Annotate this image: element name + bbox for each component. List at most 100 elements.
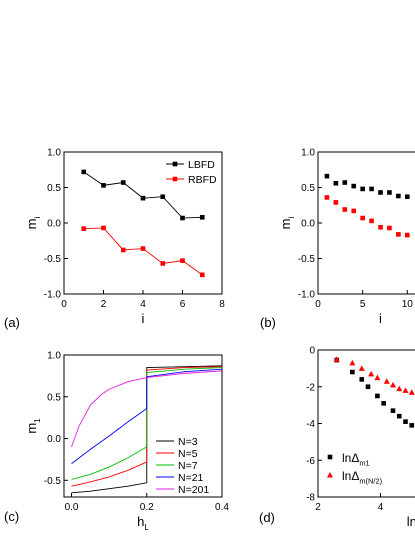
y-tick-label: 0.5 — [47, 183, 61, 194]
data-point — [396, 232, 401, 237]
y-tick-label: -0.5 — [44, 254, 62, 265]
x-axis-label: lnN — [407, 514, 415, 529]
x-axis-label-main: i — [379, 311, 382, 326]
series-line — [71, 367, 223, 480]
series-2 — [71, 367, 223, 480]
x-axis-label-main: h — [137, 514, 144, 529]
legend-marker — [327, 472, 333, 478]
x-tick-label: 10 — [402, 299, 414, 310]
data-point — [120, 180, 126, 185]
y-axis-label-main: m — [24, 218, 39, 229]
data-point — [81, 169, 87, 175]
y-tick-label: -1.0 — [298, 290, 316, 301]
plot-frame — [317, 349, 415, 498]
data-point — [81, 226, 87, 231]
data-point — [358, 365, 365, 371]
plot-frame — [63, 354, 223, 498]
data-point — [351, 183, 357, 189]
x-tick-label: 0.4 — [215, 502, 229, 513]
data-point — [101, 183, 106, 188]
y-tick-label: 0.5 — [301, 183, 315, 194]
data-point — [180, 258, 185, 263]
legend-marker — [172, 176, 178, 182]
legend-label: N=3 — [178, 436, 198, 448]
data-point — [387, 190, 392, 195]
x-axis-label-sub: L — [144, 523, 149, 532]
x-axis-label: i — [379, 311, 382, 326]
data-point — [404, 232, 410, 238]
data-point — [333, 356, 340, 362]
data-point — [324, 173, 330, 179]
data-point — [324, 195, 330, 200]
data-point — [403, 419, 408, 424]
legend-label-main: lnΔ — [342, 451, 359, 465]
x-tick-label: 8 — [219, 299, 225, 310]
legend-marker — [327, 454, 333, 460]
data-point — [333, 200, 339, 205]
data-point — [369, 218, 374, 224]
y-axis-label: mi — [24, 216, 42, 229]
legend-label-main: lnΔ — [342, 469, 359, 483]
x-tick-label: 0.0 — [65, 502, 79, 513]
data-point — [199, 215, 205, 220]
data-point — [199, 272, 205, 278]
data-point — [140, 195, 146, 201]
data-point — [342, 180, 348, 185]
legend-label: N=201 — [178, 484, 209, 496]
y-tick-label: 0.5 — [47, 392, 61, 403]
data-point — [378, 224, 383, 230]
legend-label-sub: m(N/2) — [359, 477, 382, 486]
data-point — [404, 194, 410, 200]
series-1 — [333, 356, 415, 395]
x-tick-label: 6 — [180, 299, 186, 310]
series-1 — [71, 366, 223, 487]
panel-label: (a) — [4, 315, 20, 330]
data-point — [369, 186, 374, 192]
x-tick-label: 4 — [140, 299, 146, 310]
x-tick-label: 0 — [61, 299, 67, 310]
data-point — [374, 374, 381, 381]
x-tick-label: 0.2 — [140, 502, 154, 513]
x-axis-label-main: lnN — [407, 514, 415, 529]
x-tick-label: 2 — [101, 299, 107, 310]
y-axis-label-sub: 1 — [33, 418, 42, 423]
series-0 — [81, 169, 205, 221]
data-point — [160, 261, 166, 266]
data-point — [160, 194, 166, 200]
data-point — [387, 225, 392, 231]
series-4 — [71, 370, 223, 448]
series-line — [83, 171, 203, 219]
series-line — [71, 368, 223, 464]
x-axis-label-main: i — [142, 311, 145, 326]
y-tick-label: 0.0 — [47, 219, 61, 230]
series-1 — [81, 225, 205, 278]
y-axis-label-sub: i — [287, 216, 296, 218]
legend-label: lnΔm(N/2) — [342, 469, 383, 486]
data-point — [350, 369, 355, 375]
panel-c: -0.50.00.51.00.0 0.2 0.4hLm1(c)N=3N=5N=7N=… — [4, 351, 229, 532]
y-tick-label: 0.0 — [47, 434, 61, 445]
y-tick-label: -0.5 — [44, 476, 62, 487]
series-line — [71, 366, 223, 487]
data-point — [408, 389, 415, 395]
data-point — [402, 387, 409, 393]
data-point — [349, 359, 356, 366]
legend-label-sub: m1 — [359, 459, 369, 468]
y-tick-label: 0.0 — [301, 219, 315, 230]
panel-label: (c) — [4, 509, 19, 524]
data-point — [396, 413, 402, 419]
data-point — [360, 215, 365, 221]
series-0 — [324, 173, 410, 200]
series-0 — [71, 365, 223, 494]
legend-label: N=21 — [178, 472, 204, 484]
series-0 — [334, 357, 415, 428]
data-point — [140, 246, 146, 251]
panel-label: (b) — [260, 315, 276, 330]
data-point — [342, 207, 348, 212]
data-point — [180, 215, 185, 221]
y-tick-label: 1.0 — [47, 148, 61, 159]
